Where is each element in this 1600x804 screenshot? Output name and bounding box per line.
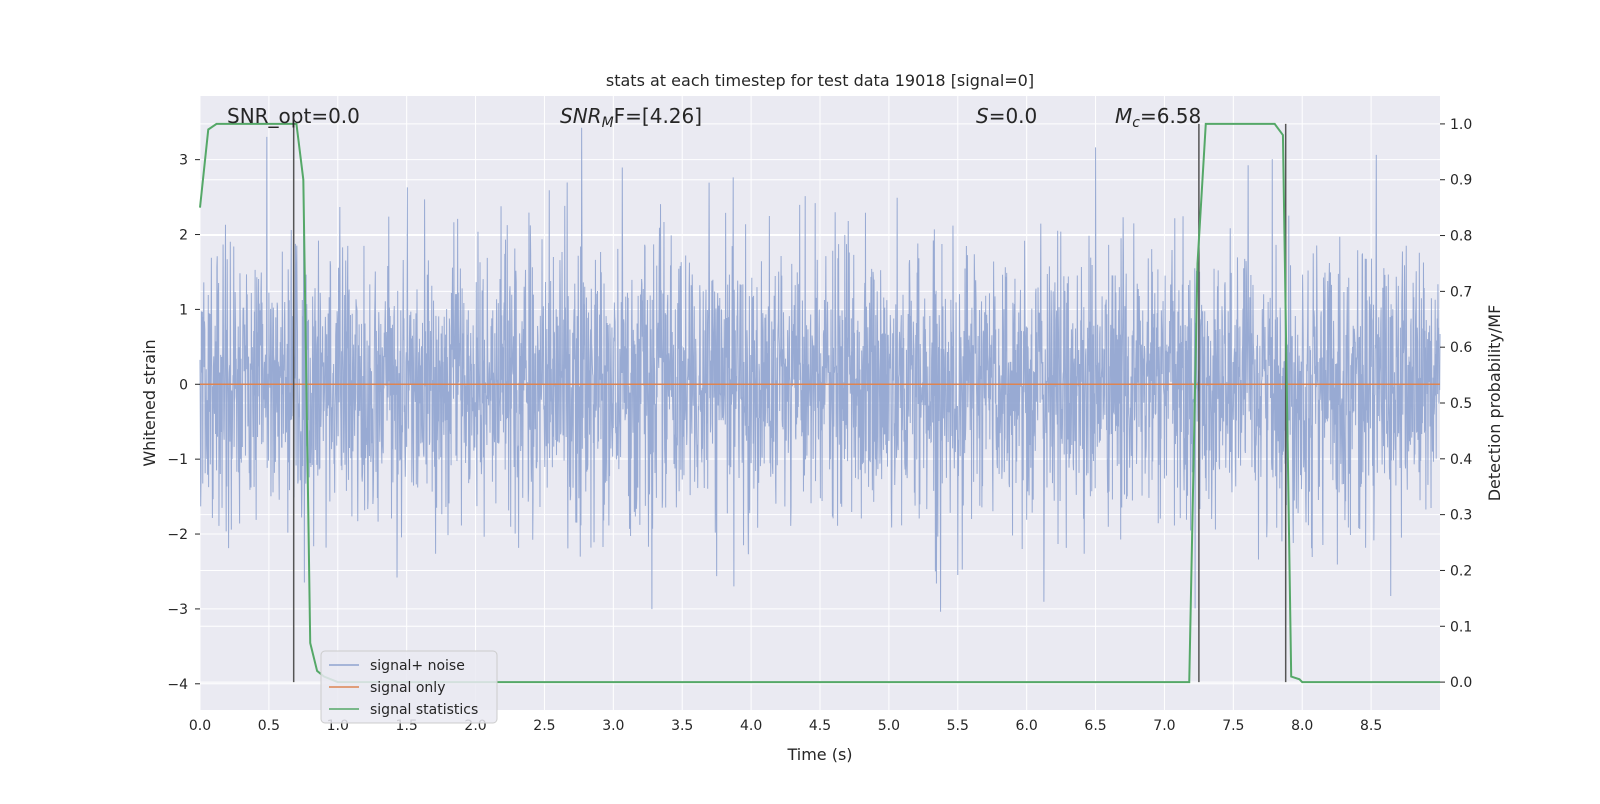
legend: signal+ noise signal only signal statist… <box>320 650 498 724</box>
chart-title: stats at each timestep for test data 190… <box>606 71 1034 90</box>
x-tick-label: 8.0 <box>1291 718 1313 734</box>
y-tick-label-left: −4 <box>167 677 188 693</box>
x-axis-ticks: 0.0 0.5 1.0 1.5 2.0 2.5 3.0 3.5 4.0 4.5 5.0 5.5 6.0 6… <box>189 718 1382 734</box>
y-tick-label-right: 0.2 <box>1450 563 1472 579</box>
y-tick-label-right: 0.8 <box>1450 229 1472 245</box>
annotation-snr-mf-main: SNR <box>560 104 602 128</box>
y-tick-label-right: 0.1 <box>1450 619 1472 635</box>
x-axis-label: Time (s) <box>786 745 852 764</box>
y-tick-label-left: 1 <box>179 302 188 318</box>
annotation-s-rest: =0.0 <box>989 104 1038 128</box>
vertical-markers <box>292 123 1287 683</box>
y-tick-label-right: 0.6 <box>1450 340 1472 356</box>
annotation-mc-rest: =6.58 <box>1140 104 1201 128</box>
y-tick-label-right: 0.3 <box>1450 508 1472 524</box>
x-tick-label: 0.0 <box>189 718 211 734</box>
x-tick-label: 7.0 <box>1153 718 1175 734</box>
series-signal-statistics <box>199 122 1440 684</box>
y-tick-label-right: 0.9 <box>1450 173 1472 189</box>
y-axis-right-ticks: 1.0 0.9 0.8 0.7 0.6 0.5 0.4 0.3 0.2 0.1 0.0 <box>1440 117 1472 691</box>
series-signal-plus-noise <box>199 127 1441 612</box>
legend-label-signal-only: signal only <box>370 680 445 696</box>
y-tick-label-left: 3 <box>179 153 188 169</box>
y-tick-label-left: −1 <box>167 452 188 468</box>
x-tick-label: 4.5 <box>809 718 831 734</box>
y-tick-label-right: 0.0 <box>1450 675 1472 691</box>
annotation-mc-main: M <box>1115 104 1132 128</box>
legend-label-signal-statistics: signal statistics <box>370 702 478 718</box>
y-tick-label-left: −3 <box>167 602 188 618</box>
x-tick-label: 6.5 <box>1084 718 1106 734</box>
line-signal-plus-noise <box>199 127 1441 612</box>
y-tick-label-left: −2 <box>167 527 188 543</box>
y-tick-label-right: 0.5 <box>1450 396 1472 412</box>
x-tick-label: 6.0 <box>1016 718 1038 734</box>
annotation-snr-mf-sub: M <box>602 115 614 131</box>
y-tick-label-right: 1.0 <box>1450 117 1472 133</box>
x-tick-label: 3.0 <box>602 718 624 734</box>
annotation-snr-opt: SNR_opt=0.0 <box>227 104 360 128</box>
y-axis-right-label: Detection probability/MF <box>1485 305 1504 502</box>
x-tick-label: 0.5 <box>258 718 280 734</box>
x-tick-label: 3.5 <box>671 718 693 734</box>
y-tick-label-left: 0 <box>179 377 188 393</box>
annotation-snr-mf-rest: F=[4.26] <box>614 104 702 128</box>
x-tick-label: 5.0 <box>878 718 900 734</box>
annotation-s: S=0.0 <box>976 104 1037 128</box>
y-tick-label-right: 0.4 <box>1450 452 1472 468</box>
annotation-s-italic: S <box>976 104 989 128</box>
annotation-mc-sub: c <box>1132 115 1140 131</box>
legend-frame <box>320 650 498 724</box>
y-axis-left-ticks: 3 2 1 0 −1 −2 −3 −4 <box>167 153 200 693</box>
x-tick-label: 2.5 <box>533 718 555 734</box>
x-tick-label: 4.0 <box>740 718 762 734</box>
x-tick-label: 8.5 <box>1360 718 1382 734</box>
line-signal-statistics <box>199 122 1440 684</box>
annotation-mc: Mc=6.58 <box>1115 104 1201 131</box>
y-tick-label-right: 0.7 <box>1450 284 1472 300</box>
x-tick-label: 5.5 <box>947 718 969 734</box>
y-tick-label-left: 2 <box>179 228 188 244</box>
y-axis-left-label: Whitened strain <box>140 339 159 466</box>
annotation-snr-mf: SNRMF=[4.26] <box>560 104 702 131</box>
legend-label-signal-plus-noise: signal+ noise <box>370 658 465 674</box>
x-tick-label: 7.5 <box>1222 718 1244 734</box>
